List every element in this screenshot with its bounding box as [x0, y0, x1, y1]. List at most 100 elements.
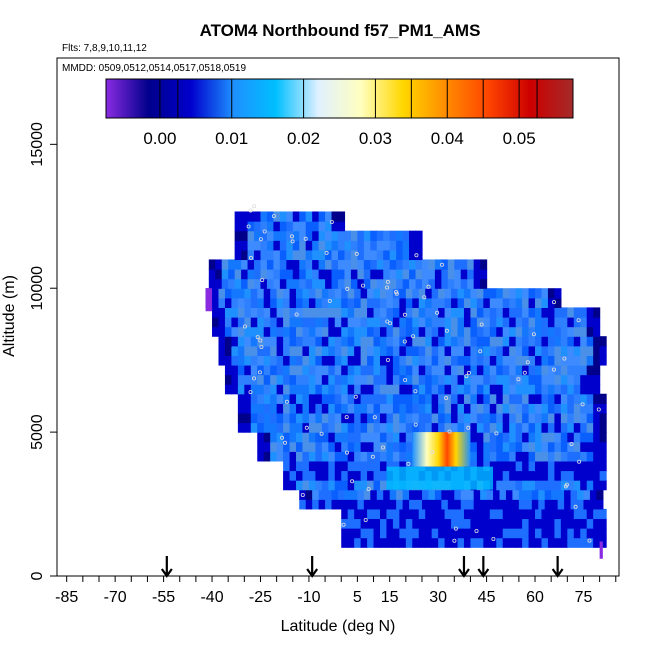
heatmap-cell	[402, 489, 410, 500]
heatmap-cell	[502, 326, 510, 337]
heatmap-cell	[573, 317, 581, 328]
x-tick-label: -55	[152, 589, 175, 606]
heatmap-cell	[289, 480, 297, 491]
heatmap-cell	[283, 460, 291, 472]
heatmap-cell	[263, 364, 271, 376]
heatmap-cell	[528, 470, 536, 481]
heatmap-cell	[599, 451, 607, 462]
heatmap-cell	[360, 307, 368, 318]
heatmap-cell	[373, 297, 381, 308]
heatmap-cell	[493, 499, 501, 510]
heatmap-cell	[438, 412, 446, 424]
heatmap-cell	[389, 230, 397, 241]
heatmap-cell	[279, 249, 287, 261]
heatmap-cell	[518, 489, 526, 500]
heatmap-cell	[528, 403, 536, 414]
heatmap-cell	[522, 364, 530, 376]
heatmap-cell	[509, 451, 517, 462]
heatmap-cell	[457, 393, 465, 404]
heatmap-cell	[292, 259, 300, 270]
heatmap-cell	[266, 240, 274, 251]
heatmap-cell	[308, 345, 316, 356]
heatmap-cell	[328, 470, 336, 481]
heatmap-cell	[444, 307, 452, 318]
heatmap-cell	[363, 278, 371, 289]
heatmap-cell	[302, 345, 310, 356]
heatmap-cell	[535, 288, 543, 299]
sample-point	[350, 479, 355, 484]
heatmap-cell	[373, 345, 381, 356]
heatmap-cell	[535, 355, 543, 366]
heatmap-cell	[547, 518, 555, 529]
heatmap-cell	[257, 412, 265, 424]
heatmap-cell	[334, 374, 342, 385]
heatmap-cell	[560, 336, 568, 347]
heatmap-cell	[315, 317, 323, 328]
heatmap-cell	[541, 460, 549, 472]
heatmap-cell	[308, 297, 316, 308]
heatmap-cell	[415, 269, 423, 280]
heatmap-cell	[560, 384, 568, 395]
heatmap-cell	[347, 518, 355, 529]
heatmap-cell	[257, 403, 265, 414]
heatmap-cell	[338, 230, 346, 241]
heatmap-cell	[257, 364, 265, 376]
heatmap-cell	[283, 345, 291, 356]
heatmap-cell	[276, 345, 284, 356]
heatmap-cell	[451, 374, 459, 385]
heatmap-cell	[296, 307, 304, 318]
heatmap-cell	[347, 537, 355, 548]
heatmap-cell	[509, 317, 517, 328]
y-tick-label: 5000	[29, 414, 46, 450]
heatmap-cell	[457, 326, 465, 337]
heatmap-cell	[370, 249, 378, 261]
sample-point	[413, 389, 418, 394]
heatmap-cell	[270, 288, 278, 299]
heatmap-cell	[567, 355, 575, 366]
heatmap-cell	[215, 259, 223, 270]
heatmap-cell	[547, 288, 555, 299]
heatmap-cell	[237, 422, 245, 433]
heatmap-cell	[308, 288, 316, 299]
heatmap-cell	[476, 393, 484, 404]
heatmap-cell	[237, 288, 245, 299]
heatmap-cell	[509, 537, 517, 548]
heatmap-cell	[560, 412, 568, 424]
heatmap-cell	[441, 278, 449, 289]
heatmap-cell	[257, 393, 265, 404]
heatmap-cell	[234, 221, 242, 232]
heatmap-cell	[525, 499, 533, 510]
sample-point	[294, 312, 299, 317]
heatmap-cell	[292, 269, 300, 280]
heatmap-cell	[234, 230, 242, 241]
heatmap-cell	[399, 441, 407, 452]
heatmap-cell	[405, 374, 413, 385]
heatmap-cell	[399, 460, 407, 472]
heatmap-cell	[273, 269, 281, 280]
heatmap-cell	[599, 422, 607, 433]
heatmap-cell	[237, 297, 245, 308]
heatmap-cell	[321, 412, 329, 424]
heatmap-cell	[463, 412, 472, 424]
heatmap-cell	[296, 317, 304, 328]
heatmap-cell	[302, 460, 310, 472]
heatmap-cell	[360, 403, 368, 414]
sample-point	[280, 435, 285, 440]
heatmap-cell	[315, 441, 323, 452]
heatmap-cell	[457, 537, 465, 548]
heatmap-cell	[454, 278, 462, 289]
sample-point	[242, 324, 247, 329]
heatmap-cell	[399, 403, 407, 414]
heatmap-cell	[418, 528, 426, 539]
heatmap-cell	[467, 269, 475, 280]
heatmap-cell	[260, 221, 268, 232]
heatmap-cell	[260, 230, 268, 241]
heatmap-cell	[522, 480, 530, 491]
x-tick-label: -85	[55, 589, 78, 606]
sample-point	[258, 237, 263, 242]
heatmap-cell	[476, 345, 484, 356]
heatmap-cell	[270, 374, 278, 385]
heatmap-cell	[379, 537, 388, 548]
y-tick-label: 10000	[29, 266, 46, 311]
heatmap-cell	[528, 326, 536, 337]
